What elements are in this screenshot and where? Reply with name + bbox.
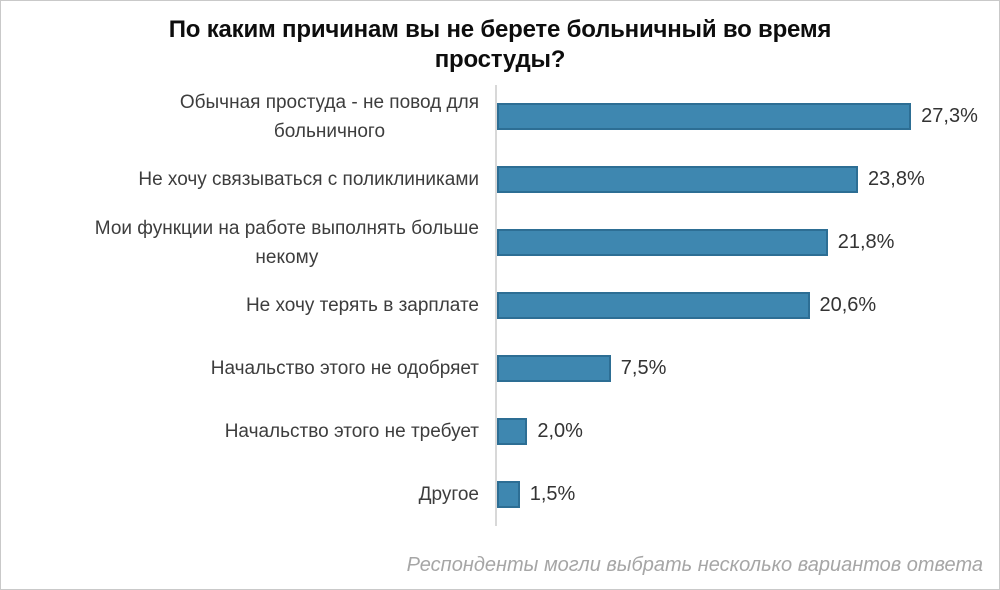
chart-footnote: Респонденты могли выбрать несколько вари… (406, 554, 983, 576)
chart-row: Не хочу терять в зарплате 20,6% (1, 274, 999, 337)
bar (497, 418, 528, 445)
bar (497, 103, 912, 130)
chart-rows: Обычная простуда - не повод для больничн… (1, 85, 999, 526)
value-label: 20,6% (819, 294, 877, 316)
chart-row: Мои функции на работе выполнять больше н… (1, 211, 999, 274)
category-label-cell: Не хочу связываться с поликлиниками (1, 148, 495, 211)
category-label: Обычная простуда - не повод для больничн… (179, 91, 479, 142)
category-label-cell: Начальство этого не требует (1, 400, 495, 463)
category-label: Мои функции на работе выполнять больше н… (94, 217, 479, 268)
category-label-cell: Обычная простуда - не повод для больничн… (1, 85, 495, 148)
value-label: 21,8% (837, 231, 895, 253)
category-label: Не хочу терять в зарплате (245, 295, 479, 316)
category-label-cell: Другое (1, 463, 495, 526)
bar-track: 21,8% (495, 211, 999, 274)
chart-row: Начальство этого не требует 2,0% (1, 400, 999, 463)
bar-track: 7,5% (495, 337, 999, 400)
bar (497, 355, 611, 382)
bar-track: 27,3% (495, 85, 999, 148)
bar (497, 292, 810, 319)
chart-row: Начальство этого не одобряет 7,5% (1, 337, 999, 400)
bar (497, 229, 828, 256)
bar (497, 166, 859, 193)
bar-track: 2,0% (495, 400, 999, 463)
chart-title: По каким причинам вы не берете больничны… (168, 16, 832, 73)
chart-row: Обычная простуда - не повод для больничн… (1, 85, 999, 148)
category-label: Другое (418, 484, 479, 505)
category-label-cell: Начальство этого не одобряет (1, 337, 495, 400)
bar-track: 1,5% (495, 463, 999, 526)
value-label: 1,5% (529, 483, 576, 505)
value-label: 27,3% (921, 105, 978, 127)
category-label: Не хочу связываться с поликлиниками (138, 169, 479, 190)
bar (497, 481, 520, 508)
value-label: 2,0% (537, 420, 583, 442)
category-label-cell: Мои функции на работе выполнять больше н… (1, 211, 495, 274)
value-label: 23,8% (868, 168, 925, 190)
value-label: 7,5% (620, 357, 667, 379)
bar-track: 23,8% (495, 148, 999, 211)
chart-row: Другое 1,5% (1, 463, 999, 526)
category-label: Начальство этого не одобряет (210, 358, 479, 379)
category-label-cell: Не хочу терять в зарплате (1, 274, 495, 337)
bar-track: 20,6% (495, 274, 999, 337)
chart-row: Не хочу связываться с поликлиниками 23,8% (1, 148, 999, 211)
category-label: Начальство этого не требует (224, 421, 479, 442)
